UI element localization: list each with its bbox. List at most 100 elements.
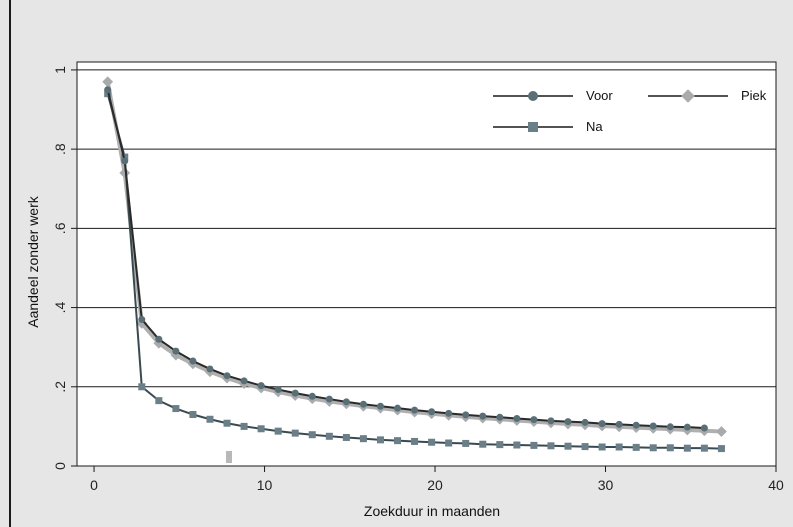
data-point-voor — [683, 423, 691, 431]
data-point-voor — [376, 402, 384, 410]
data-point-voor — [581, 418, 589, 426]
data-point-na — [376, 436, 384, 444]
series-layer — [102, 76, 727, 453]
data-point-na — [223, 419, 231, 427]
data-point-na — [632, 443, 640, 451]
data-point-na — [683, 444, 691, 452]
data-point-na — [479, 440, 487, 448]
data-point-voor — [291, 389, 299, 397]
data-point-voor — [394, 404, 402, 412]
data-point-na — [206, 415, 214, 423]
y-tick-label: .4 — [52, 302, 68, 314]
legend: Voor Piek Na — [493, 88, 767, 134]
data-point-na — [666, 444, 674, 452]
data-point-na — [189, 411, 197, 419]
data-point-na — [717, 445, 725, 453]
data-point-na — [138, 383, 146, 391]
data-point-na — [547, 442, 555, 450]
legend-marker-piek — [681, 89, 695, 103]
data-point-voor — [462, 411, 470, 419]
data-point-na — [291, 429, 299, 437]
data-point-piek — [716, 426, 727, 437]
data-point-na — [155, 397, 163, 405]
data-point-voor — [172, 347, 180, 355]
y-tick-label: 1 — [52, 66, 68, 74]
data-point-voor — [445, 409, 453, 417]
data-point-na — [564, 442, 572, 450]
data-point-voor — [359, 400, 367, 408]
left-border-line — [9, 0, 11, 527]
legend-label-piek: Piek — [741, 88, 767, 103]
data-point-voor — [240, 377, 248, 385]
data-point-na — [530, 441, 538, 449]
data-point-na — [325, 432, 333, 440]
data-point-na — [274, 427, 282, 435]
data-point-na — [359, 435, 367, 443]
data-point-na — [240, 422, 248, 430]
legend-label-na: Na — [586, 119, 603, 134]
grid-layer — [77, 69, 776, 388]
data-point-voor — [428, 408, 436, 416]
data-point-voor — [632, 421, 640, 429]
data-point-voor — [564, 418, 572, 426]
y-tick-label: .8 — [52, 143, 68, 155]
data-point-voor — [257, 382, 265, 390]
data-point-na — [428, 438, 436, 446]
axes: 0.2.4.6.810 10 20 30 40 — [52, 62, 784, 493]
data-point-na — [496, 441, 504, 449]
data-point-voor — [666, 423, 674, 431]
data-point-voor — [513, 414, 521, 422]
x-tick-label: 0 — [90, 477, 98, 493]
data-point-na — [411, 437, 419, 445]
data-point-voor — [411, 406, 419, 414]
axis-marker — [226, 451, 232, 463]
x-tick-label: 20 — [427, 477, 443, 493]
data-point-voor — [155, 335, 163, 343]
legend-label-voor: Voor — [586, 88, 613, 103]
x-tick-label: 30 — [598, 477, 614, 493]
data-point-na — [342, 433, 350, 441]
x-axis-title: Zoekduur in maanden — [364, 503, 500, 519]
data-point-voor — [223, 372, 231, 380]
data-point-na — [445, 439, 453, 447]
data-point-voor — [700, 424, 708, 432]
data-point-voor — [479, 412, 487, 420]
x-tick-label: 10 — [257, 477, 273, 493]
data-point-piek — [102, 76, 114, 88]
data-point-na — [172, 405, 180, 413]
data-point-voor — [496, 413, 504, 421]
data-point-voor — [121, 157, 129, 165]
data-point-na — [394, 437, 402, 445]
data-point-voor — [308, 392, 316, 400]
data-point-voor — [649, 422, 657, 430]
data-point-na — [257, 425, 265, 433]
legend-marker-voor — [528, 91, 538, 101]
data-point-voor — [138, 315, 146, 323]
data-point-na — [462, 439, 470, 447]
data-point-na — [598, 443, 606, 451]
data-point-voor — [615, 420, 623, 428]
data-point-na — [649, 444, 657, 452]
data-point-na — [615, 443, 623, 451]
data-point-voor — [342, 398, 350, 406]
data-point-na — [308, 431, 316, 439]
data-point-na — [513, 441, 521, 449]
data-point-na — [581, 443, 589, 451]
data-point-na — [700, 444, 708, 452]
data-point-voor — [206, 365, 214, 373]
y-tick-label: .2 — [52, 381, 68, 393]
y-tick-label: 0 — [52, 462, 68, 470]
data-point-piek — [119, 167, 131, 179]
data-point-voor — [189, 357, 197, 365]
data-point-voor — [598, 420, 606, 428]
data-point-voor — [104, 86, 112, 94]
data-point-voor — [325, 395, 333, 403]
y-axis-title: Aandeel zonder werk — [25, 195, 41, 328]
data-point-voor — [530, 416, 538, 424]
plot-area — [76, 61, 777, 467]
data-point-voor — [547, 417, 555, 425]
y-tick-label: .6 — [52, 222, 68, 234]
x-tick-label: 40 — [768, 477, 784, 493]
legend-marker-na — [528, 122, 538, 132]
